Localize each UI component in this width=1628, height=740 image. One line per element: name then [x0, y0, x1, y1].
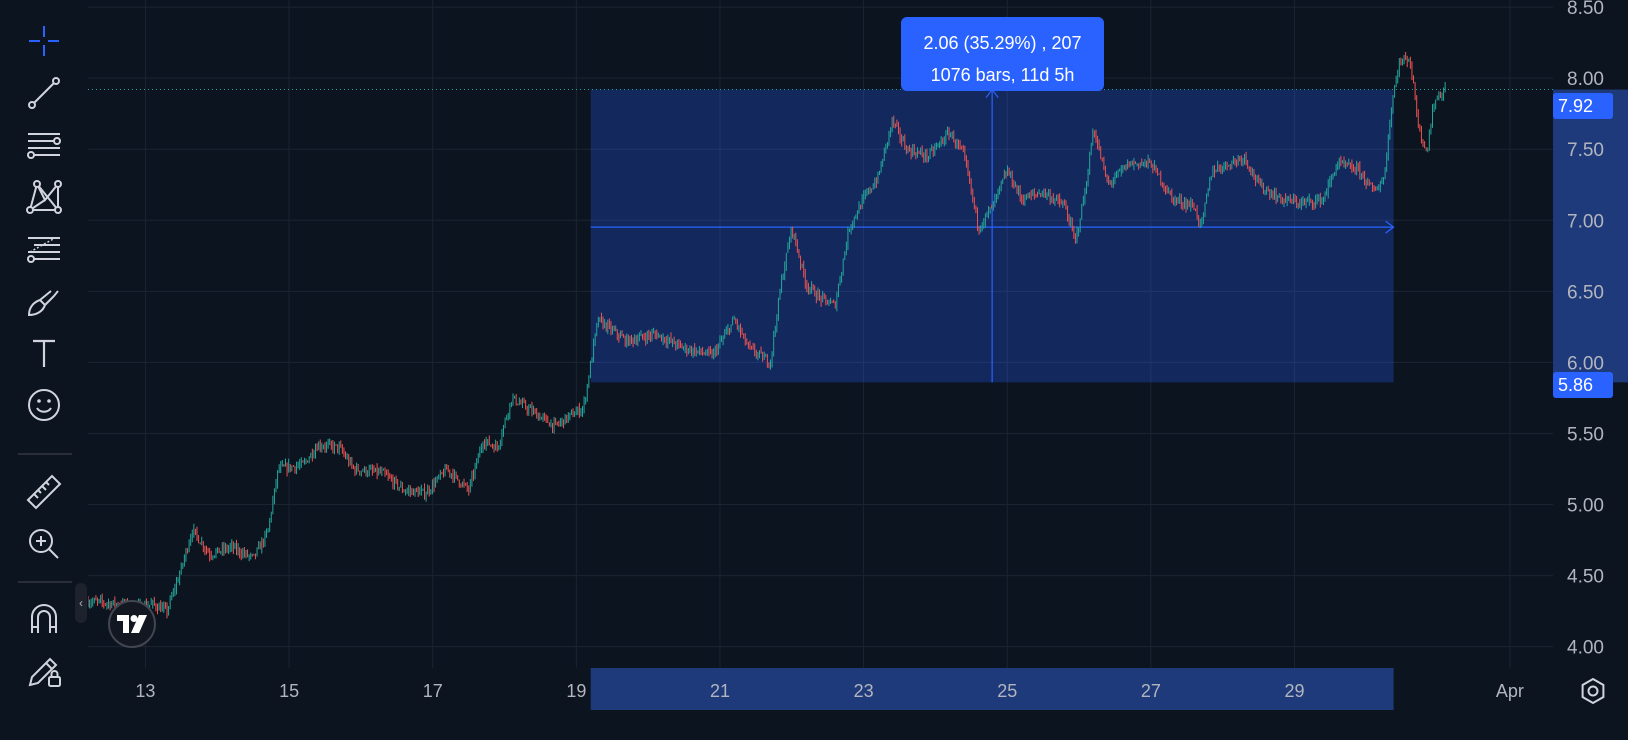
- zoom-in-icon: [29, 529, 59, 559]
- x-tick-label: 29: [1284, 681, 1304, 701]
- x-tick-label: 21: [710, 681, 730, 701]
- y-tick-label: 7.50: [1567, 140, 1604, 161]
- brush-tool[interactable]: [22, 279, 66, 323]
- tradingview-logo-mark: [117, 615, 147, 633]
- pattern-tool[interactable]: [22, 175, 66, 219]
- collapse-toolbar-button[interactable]: ‹: [75, 583, 87, 623]
- measure-low-price-tag: 5.86: [1553, 372, 1613, 398]
- y-tick-label: 4.50: [1567, 567, 1604, 588]
- measure-duration-text: 1076 bars, 11d 5h: [930, 65, 1075, 85]
- tradingview-logo-icon[interactable]: [108, 600, 156, 648]
- toolbar-divider: [18, 581, 72, 583]
- brush-icon: [27, 290, 59, 317]
- y-tick-label: 8.00: [1567, 69, 1604, 90]
- chart-grid: [88, 0, 1553, 668]
- fib-retracement-tool[interactable]: [22, 227, 66, 271]
- zoom-in-tool[interactable]: [22, 522, 66, 566]
- candle-series: [87, 51, 1446, 619]
- crosshair-tool[interactable]: [22, 19, 66, 63]
- x-tick-label: 25: [997, 681, 1017, 701]
- toolbar-divider: [18, 453, 72, 455]
- magnet-tool[interactable]: [22, 597, 66, 641]
- y-tick-label: 5.50: [1567, 424, 1604, 445]
- measure-overlay: [590, 88, 1628, 710]
- horizontal-lines-tool[interactable]: [22, 123, 66, 167]
- measure-info-box: 2.06 (35.29%) , 207 1076 bars, 11d 5h: [901, 17, 1104, 91]
- y-tick-label: 5.00: [1567, 496, 1604, 517]
- x-tick-label: 19: [566, 681, 586, 701]
- measure-high-price-tag: 7.92: [1553, 93, 1613, 119]
- magnet-icon: [31, 604, 57, 633]
- chart-settings-icon[interactable]: [1578, 676, 1608, 706]
- x-tick-label: 13: [135, 681, 155, 701]
- y-tick-label: 8.50: [1567, 0, 1604, 19]
- fib-retracement-icon: [27, 237, 60, 263]
- text-icon: [33, 339, 55, 367]
- trend-line-icon: [28, 77, 60, 109]
- measure-arrowhead-right: [1385, 220, 1395, 234]
- x-tick-label: 15: [279, 681, 299, 701]
- x-tick-label: 27: [1141, 681, 1161, 701]
- y-tick-label: 6.00: [1567, 353, 1604, 374]
- y-tick-label: 4.00: [1567, 638, 1604, 659]
- text-tool[interactable]: [22, 331, 66, 375]
- ruler-icon: [26, 474, 62, 510]
- emoji-tool[interactable]: [22, 383, 66, 427]
- drawing-toolbar: [0, 0, 88, 740]
- pattern-icon: [26, 180, 62, 214]
- crosshair-icon: [29, 26, 59, 56]
- y-tick-label: 7.00: [1567, 211, 1604, 232]
- measure-change-text: 2.06 (35.29%) , 207: [923, 33, 1082, 53]
- y-tick-label: 6.50: [1567, 282, 1604, 303]
- lock-drawing-icon: [28, 657, 61, 687]
- emoji-icon: [28, 389, 60, 421]
- x-tick-label: 23: [854, 681, 874, 701]
- x-tick-label: Apr: [1496, 681, 1524, 701]
- trend-line-tool[interactable]: [22, 71, 66, 115]
- measure-price-range-highlight: [1553, 89, 1628, 383]
- lock-drawing-tool[interactable]: [22, 649, 66, 693]
- measure-date-range-highlight: [590, 668, 1394, 710]
- x-tick-label: 17: [423, 681, 443, 701]
- ruler-tool[interactable]: [22, 470, 66, 514]
- horizontal-lines-icon: [27, 133, 61, 159]
